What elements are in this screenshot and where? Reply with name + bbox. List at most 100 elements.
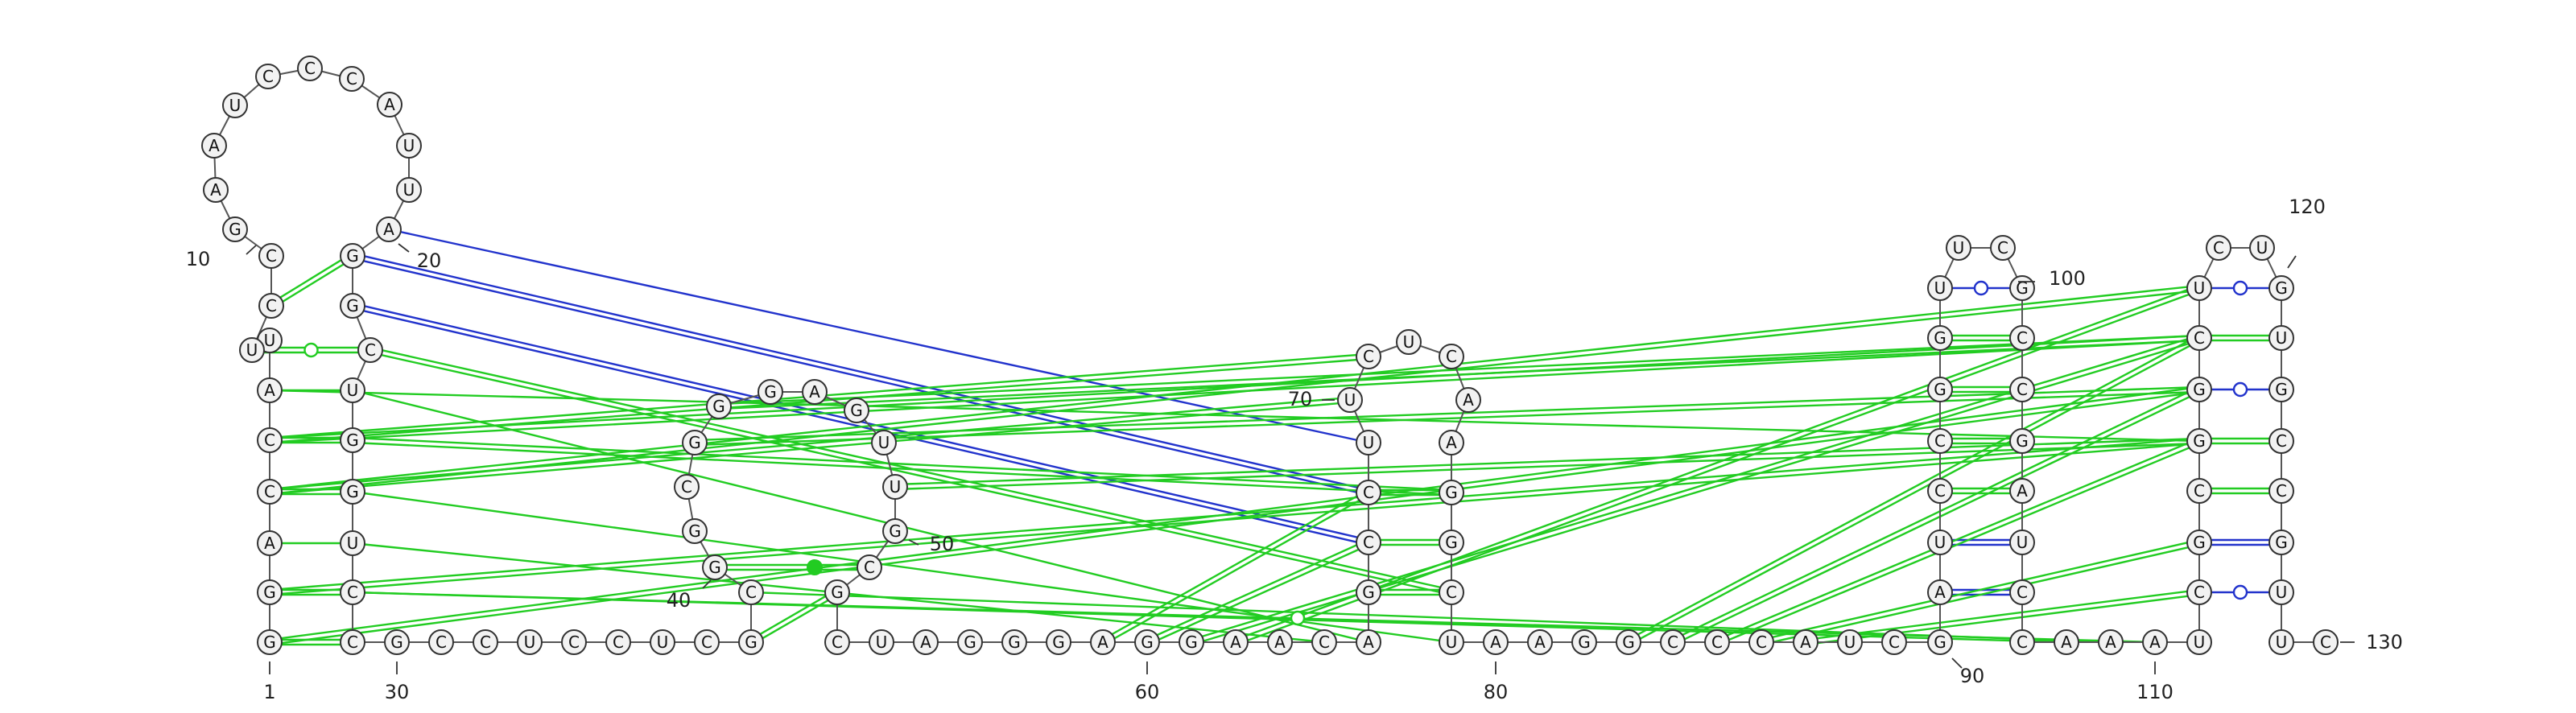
nucleotide-121: U: [2249, 235, 2275, 261]
base-pair-98-101: [1940, 280, 2022, 296]
nucleotide-20: U: [396, 177, 422, 203]
nucleotide-35: C: [561, 629, 587, 655]
nucleotide-59: G: [1046, 629, 1071, 655]
nucleotide-letter: C: [436, 633, 447, 652]
base-pair-97-102: [1940, 334, 2022, 342]
pair-symbol-98-101: [1973, 280, 1989, 296]
nucleotide-letter: C: [1889, 633, 1900, 652]
nucleotide-44: G: [682, 430, 708, 455]
nucleotide-circle: [694, 629, 720, 655]
nucleotide-85: C: [1660, 629, 1686, 655]
nucleotide-letter: G: [346, 482, 359, 501]
nucleotide-111: A: [2142, 629, 2168, 655]
nucleotide-letter: U: [2194, 278, 2206, 298]
nucleotide-73: U: [1396, 329, 1422, 355]
position-label-90: 90: [1951, 657, 1984, 687]
nucleotide-41: G: [702, 554, 728, 580]
base-pair-26-77: [352, 436, 1452, 497]
nucleotide-15: C: [255, 64, 281, 89]
nucleotide-99: U: [1946, 235, 1971, 261]
nucleotide-letter: A: [920, 633, 931, 652]
nucleotide-circle: [1439, 480, 1464, 505]
nucleotide-circle: [1090, 629, 1116, 655]
nucleotide-letter: C: [1711, 633, 1723, 652]
nucleotide-circle: [2009, 377, 2035, 402]
nucleotide-circle: [1267, 629, 1293, 655]
nucleotide-circle: [1455, 387, 1481, 413]
nucleotide-43: C: [674, 474, 700, 500]
nucleotide-106: U: [2009, 530, 2035, 555]
nucleotide-circle: [2268, 579, 2294, 605]
nucleotide-letter: A: [1490, 633, 1501, 652]
nucleotide-letter: U: [524, 633, 536, 652]
nucleotide-circle: [1439, 430, 1464, 455]
pair-symbol-8-24: [303, 342, 319, 358]
nucleotide-92: A: [1927, 579, 1953, 605]
nucleotide-23: G: [340, 293, 365, 319]
nucleotide-107: C: [2009, 579, 2035, 605]
position-tick: [246, 245, 257, 255]
nucleotide-1: G: [257, 629, 283, 655]
nucleotide-45: G: [706, 394, 732, 419]
nucleotide-circle: [1927, 478, 1953, 504]
nucleotide-letter: U: [403, 180, 415, 200]
nucleotide-letter: U: [2276, 583, 2288, 602]
nucleotide-circle: [340, 530, 365, 556]
nucleotide-letter: A: [1230, 633, 1241, 652]
nucleotide-circle: [1927, 275, 1953, 301]
nucleotide-circle: [2009, 428, 2035, 454]
nucleotide-114: G: [2186, 530, 2212, 555]
base-pair-22-69: [352, 252, 1369, 497]
nucleotide-6: A: [257, 377, 283, 403]
position-number: 40: [667, 589, 691, 612]
nucleotide-30: C: [340, 629, 365, 655]
nucleotide-circle: [473, 629, 498, 655]
nucleotide-circle: [1311, 629, 1337, 655]
nucleotide-letter: C: [2276, 431, 2287, 451]
nucleotide-circle: [1001, 629, 1027, 655]
nucleotide-28: U: [340, 530, 365, 556]
nucleotide-69: C: [1356, 480, 1381, 505]
nucleotide-89: U: [1837, 629, 1863, 655]
nucleotide-circle: [2268, 325, 2294, 351]
nucleotide-82: A: [1527, 629, 1553, 655]
nucleotide-circle: [1439, 579, 1464, 605]
nucleotide-circle: [517, 629, 543, 655]
base-pair-86-116: [1715, 438, 2201, 645]
nucleotide-98: U: [1927, 275, 1953, 301]
position-number: 10: [186, 248, 211, 270]
nucleotide-letter: G: [850, 401, 863, 420]
nucleotide-93: U: [1927, 530, 1953, 555]
nucleotide-13: A: [201, 133, 227, 159]
nucleotide-letter: C: [832, 633, 843, 652]
nucleotide-80: U: [1439, 629, 1464, 655]
nucleotide-circle: [340, 427, 365, 453]
nucleotide-circle: [257, 479, 283, 505]
nucleotide-circle: [203, 177, 229, 203]
nucleotide-4: C: [257, 479, 283, 505]
nucleotide-33: C: [473, 629, 498, 655]
nucleotide-letter: G: [346, 431, 359, 450]
nucleotide-letter: G: [1934, 633, 1946, 652]
nucleotide-83: G: [1571, 629, 1597, 655]
nucleotide-113: C: [2186, 579, 2212, 605]
nucleotide-letter: C: [2017, 633, 2028, 652]
nucleotide-letter: U: [2017, 533, 2029, 552]
nucleotide-circle: [1927, 579, 1953, 605]
nucleotide-letter: G: [1141, 633, 1154, 652]
nucleotide-18: A: [377, 92, 402, 117]
nucleotide-46: G: [758, 379, 783, 405]
nucleotide-letter: G: [708, 558, 721, 577]
nucleotide-letter: G: [2275, 380, 2288, 399]
nucleotide-11: G: [222, 216, 248, 242]
nucleotide-55: U: [869, 629, 894, 655]
nucleotide-letter: C: [264, 431, 275, 450]
nucleotide-circle: [802, 379, 828, 405]
nucleotide-circle: [758, 379, 783, 405]
nucleotide-letter: C: [1363, 483, 1374, 502]
nucleotide-letter: C: [1363, 533, 1374, 552]
nucleotide-61: G: [1134, 629, 1160, 655]
nucleotide-84: G: [1616, 629, 1641, 655]
nucleotide-127: G: [2268, 530, 2294, 555]
nucleotide-57: G: [957, 629, 983, 655]
